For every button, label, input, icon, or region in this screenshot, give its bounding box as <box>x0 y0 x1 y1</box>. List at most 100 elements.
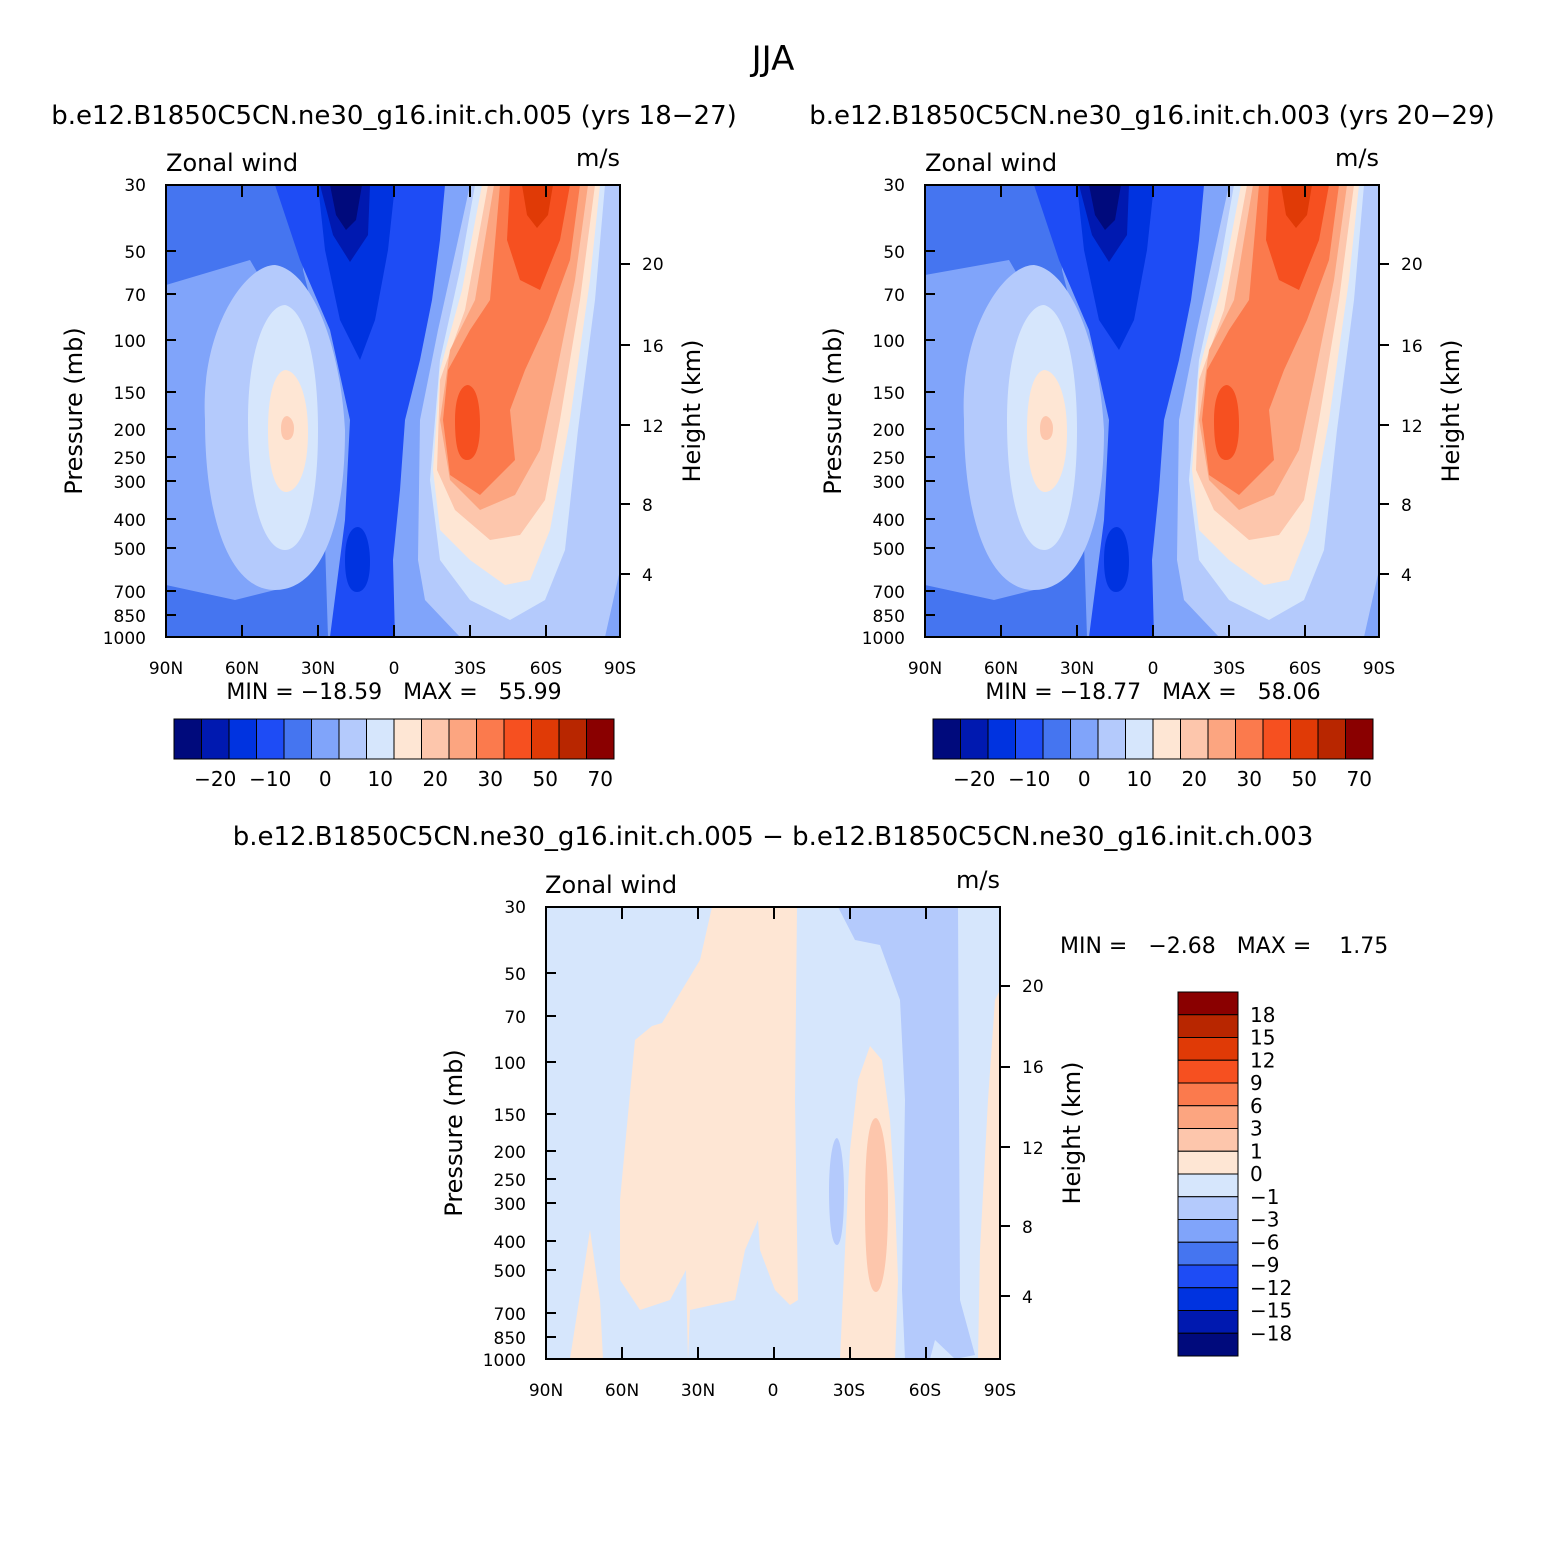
panel-3-right-tick-label: 12 <box>1022 1139 1044 1159</box>
colorbar-label: −15 <box>1250 1299 1292 1323</box>
colorbar-swatch <box>311 718 340 760</box>
colorbar-label: 0 <box>319 767 332 791</box>
panel-2-ytick-label: 100 <box>873 332 905 352</box>
colorbar-swatch <box>1177 1332 1239 1357</box>
colorbar-label: 12 <box>1250 1048 1275 1072</box>
colorbar-label: 30 <box>1237 767 1262 791</box>
colorbar-swatch <box>338 718 367 760</box>
panel-2-jet-plus3 <box>1040 416 1053 440</box>
colorbar-swatch <box>476 718 505 760</box>
panel-1-right-tick-label: 12 <box>642 417 664 437</box>
panel-1-ytick-label: 200 <box>114 421 146 441</box>
panel-2-ticks <box>924 185 1389 637</box>
colorbar-label: 0 <box>1250 1162 1263 1186</box>
panel-1-ytick-label: 500 <box>114 540 146 560</box>
panel-3-xtick-label: 60S <box>909 1381 941 1401</box>
panel-2-axes: 90N 60N 30N 0 30S 60S 90S 30 50 70 100 1… <box>862 176 1423 679</box>
colorbar-swatch <box>1177 1173 1239 1198</box>
colorbar-label: −9 <box>1250 1253 1279 1277</box>
panel-1-xtick-label: 60N <box>225 659 259 679</box>
colorbar-swatch <box>256 718 285 760</box>
panel-3-negative-band <box>838 907 975 1359</box>
panel-1-right-tick-label: 16 <box>642 337 664 357</box>
panel-3-ytick-label: 200 <box>494 1143 526 1163</box>
panel-2-ytick-label: 700 <box>873 583 905 603</box>
colorbar-label: 20 <box>423 767 448 791</box>
panel-2-band-neg18 <box>1089 185 1121 230</box>
panel-3-ytick-label: 850 <box>494 1329 526 1349</box>
panel-1-y-axis-label: Pressure (mb) <box>60 327 88 494</box>
panel-1-axes: 90N 60N 30N 0 30S 60S 90S 30 50 70 100 1… <box>103 176 664 679</box>
colorbar-swatch <box>1177 1128 1239 1152</box>
panel-2: b.e12.B1850C5CN.ne30_g16.init.ch.003 (yr… <box>809 101 1495 791</box>
colorbar-swatch <box>1262 718 1291 760</box>
panel-3-surface-positive <box>570 1230 603 1359</box>
panel-2-ytick-label: 30 <box>883 176 905 196</box>
colorbar-swatch <box>421 718 450 760</box>
panel-1-ytick-label: 300 <box>114 473 146 493</box>
panel-2-right-tick-label: 20 <box>1401 255 1423 275</box>
panel-1-variable-label: Zonal wind <box>166 149 298 177</box>
panel-3-ytick-label: 70 <box>504 1008 526 1028</box>
colorbar-swatch <box>1070 718 1099 760</box>
panel-3-xtick-label: 30N <box>681 1381 715 1401</box>
panel-2-y-axis-label: Pressure (mb) <box>819 327 847 494</box>
panel-3-ytick-label: 300 <box>494 1195 526 1215</box>
panel-1-ytick-label: 100 <box>114 332 146 352</box>
panel-3-ytick-label: 150 <box>494 1106 526 1126</box>
colorbar-swatch <box>503 718 532 760</box>
colorbar-swatch <box>932 718 961 760</box>
panel-3-title: b.e12.B1850C5CN.ne30_g16.init.ch.005 − b… <box>233 822 1314 852</box>
panel-1-xtick-label: 60S <box>530 659 562 679</box>
panel-3-axis-box <box>545 906 1001 1360</box>
panel-1-ytick-label: 30 <box>124 176 146 196</box>
colorbar-swatch <box>1042 718 1071 760</box>
panel-3-xtick-label: 0 <box>768 1381 779 1401</box>
colorbar-label: 9 <box>1250 1071 1263 1095</box>
colorbar-label: 10 <box>1127 767 1152 791</box>
colorbar-label: −10 <box>1008 767 1050 791</box>
panel-2-xtick-label: 30N <box>1060 659 1094 679</box>
colorbar-swatch <box>1177 1105 1239 1129</box>
panel-2-right-tick-label: 16 <box>1401 337 1423 357</box>
panel-3-right-tick-label: 8 <box>1022 1218 1033 1238</box>
panel-1-ytick-label: 250 <box>114 449 146 469</box>
colorbar-swatch <box>1177 1287 1239 1311</box>
colorbar-swatch <box>1235 718 1264 760</box>
panel-1-ticks <box>165 185 630 637</box>
colorbar-swatch <box>987 718 1016 760</box>
panel-3-ytick-label: 30 <box>504 898 526 918</box>
panel-2-ytick-label: 300 <box>873 473 905 493</box>
panel-2-jet-max-lower <box>1214 385 1239 460</box>
panel-3-ytick-label: 400 <box>494 1233 526 1253</box>
colorbar-label: 18 <box>1250 1003 1275 1027</box>
panel-2-xtick-label: 60N <box>984 659 1018 679</box>
panel-3-plot-area <box>545 906 1001 1360</box>
colorbar-label: −1 <box>1250 1185 1279 1209</box>
panel-3-xtick-label: 90S <box>984 1381 1016 1401</box>
panel-1-xtick-label: 90N <box>149 659 183 679</box>
panel-2-xtick-label: 60S <box>1289 659 1321 679</box>
panel-3-axes: 90N 60N 30N 0 30S 60S 90S 30 50 70 100 1… <box>483 898 1044 1401</box>
panel-1-surface-cell <box>345 527 370 592</box>
colorbar-label: 10 <box>368 767 393 791</box>
panel-1-xtick-label: 30S <box>454 659 486 679</box>
panel-2-xtick-label: 0 <box>1148 659 1159 679</box>
colorbar-swatch <box>1290 718 1319 760</box>
panel-1-jet-plus3 <box>281 416 294 440</box>
panel-1-right-tick-label: 4 <box>642 566 653 586</box>
colorbar-swatch <box>1177 1264 1239 1289</box>
panel-2-ytick-label: 200 <box>873 421 905 441</box>
panel-3-right-tick-label: 4 <box>1022 1288 1033 1308</box>
colorbar-swatch <box>1177 1150 1239 1175</box>
panel-2-ytick-label: 70 <box>883 286 905 306</box>
panel-3-right-tick-label: 16 <box>1022 1058 1044 1078</box>
colorbar-label: 50 <box>533 767 558 791</box>
panel-2-band-neg9 <box>1034 185 1204 637</box>
colorbar-label: −6 <box>1250 1230 1279 1254</box>
colorbar-swatch <box>393 718 422 760</box>
panel-2-plot-area <box>924 184 1380 638</box>
panel-3-xtick-label: 90N <box>529 1381 563 1401</box>
